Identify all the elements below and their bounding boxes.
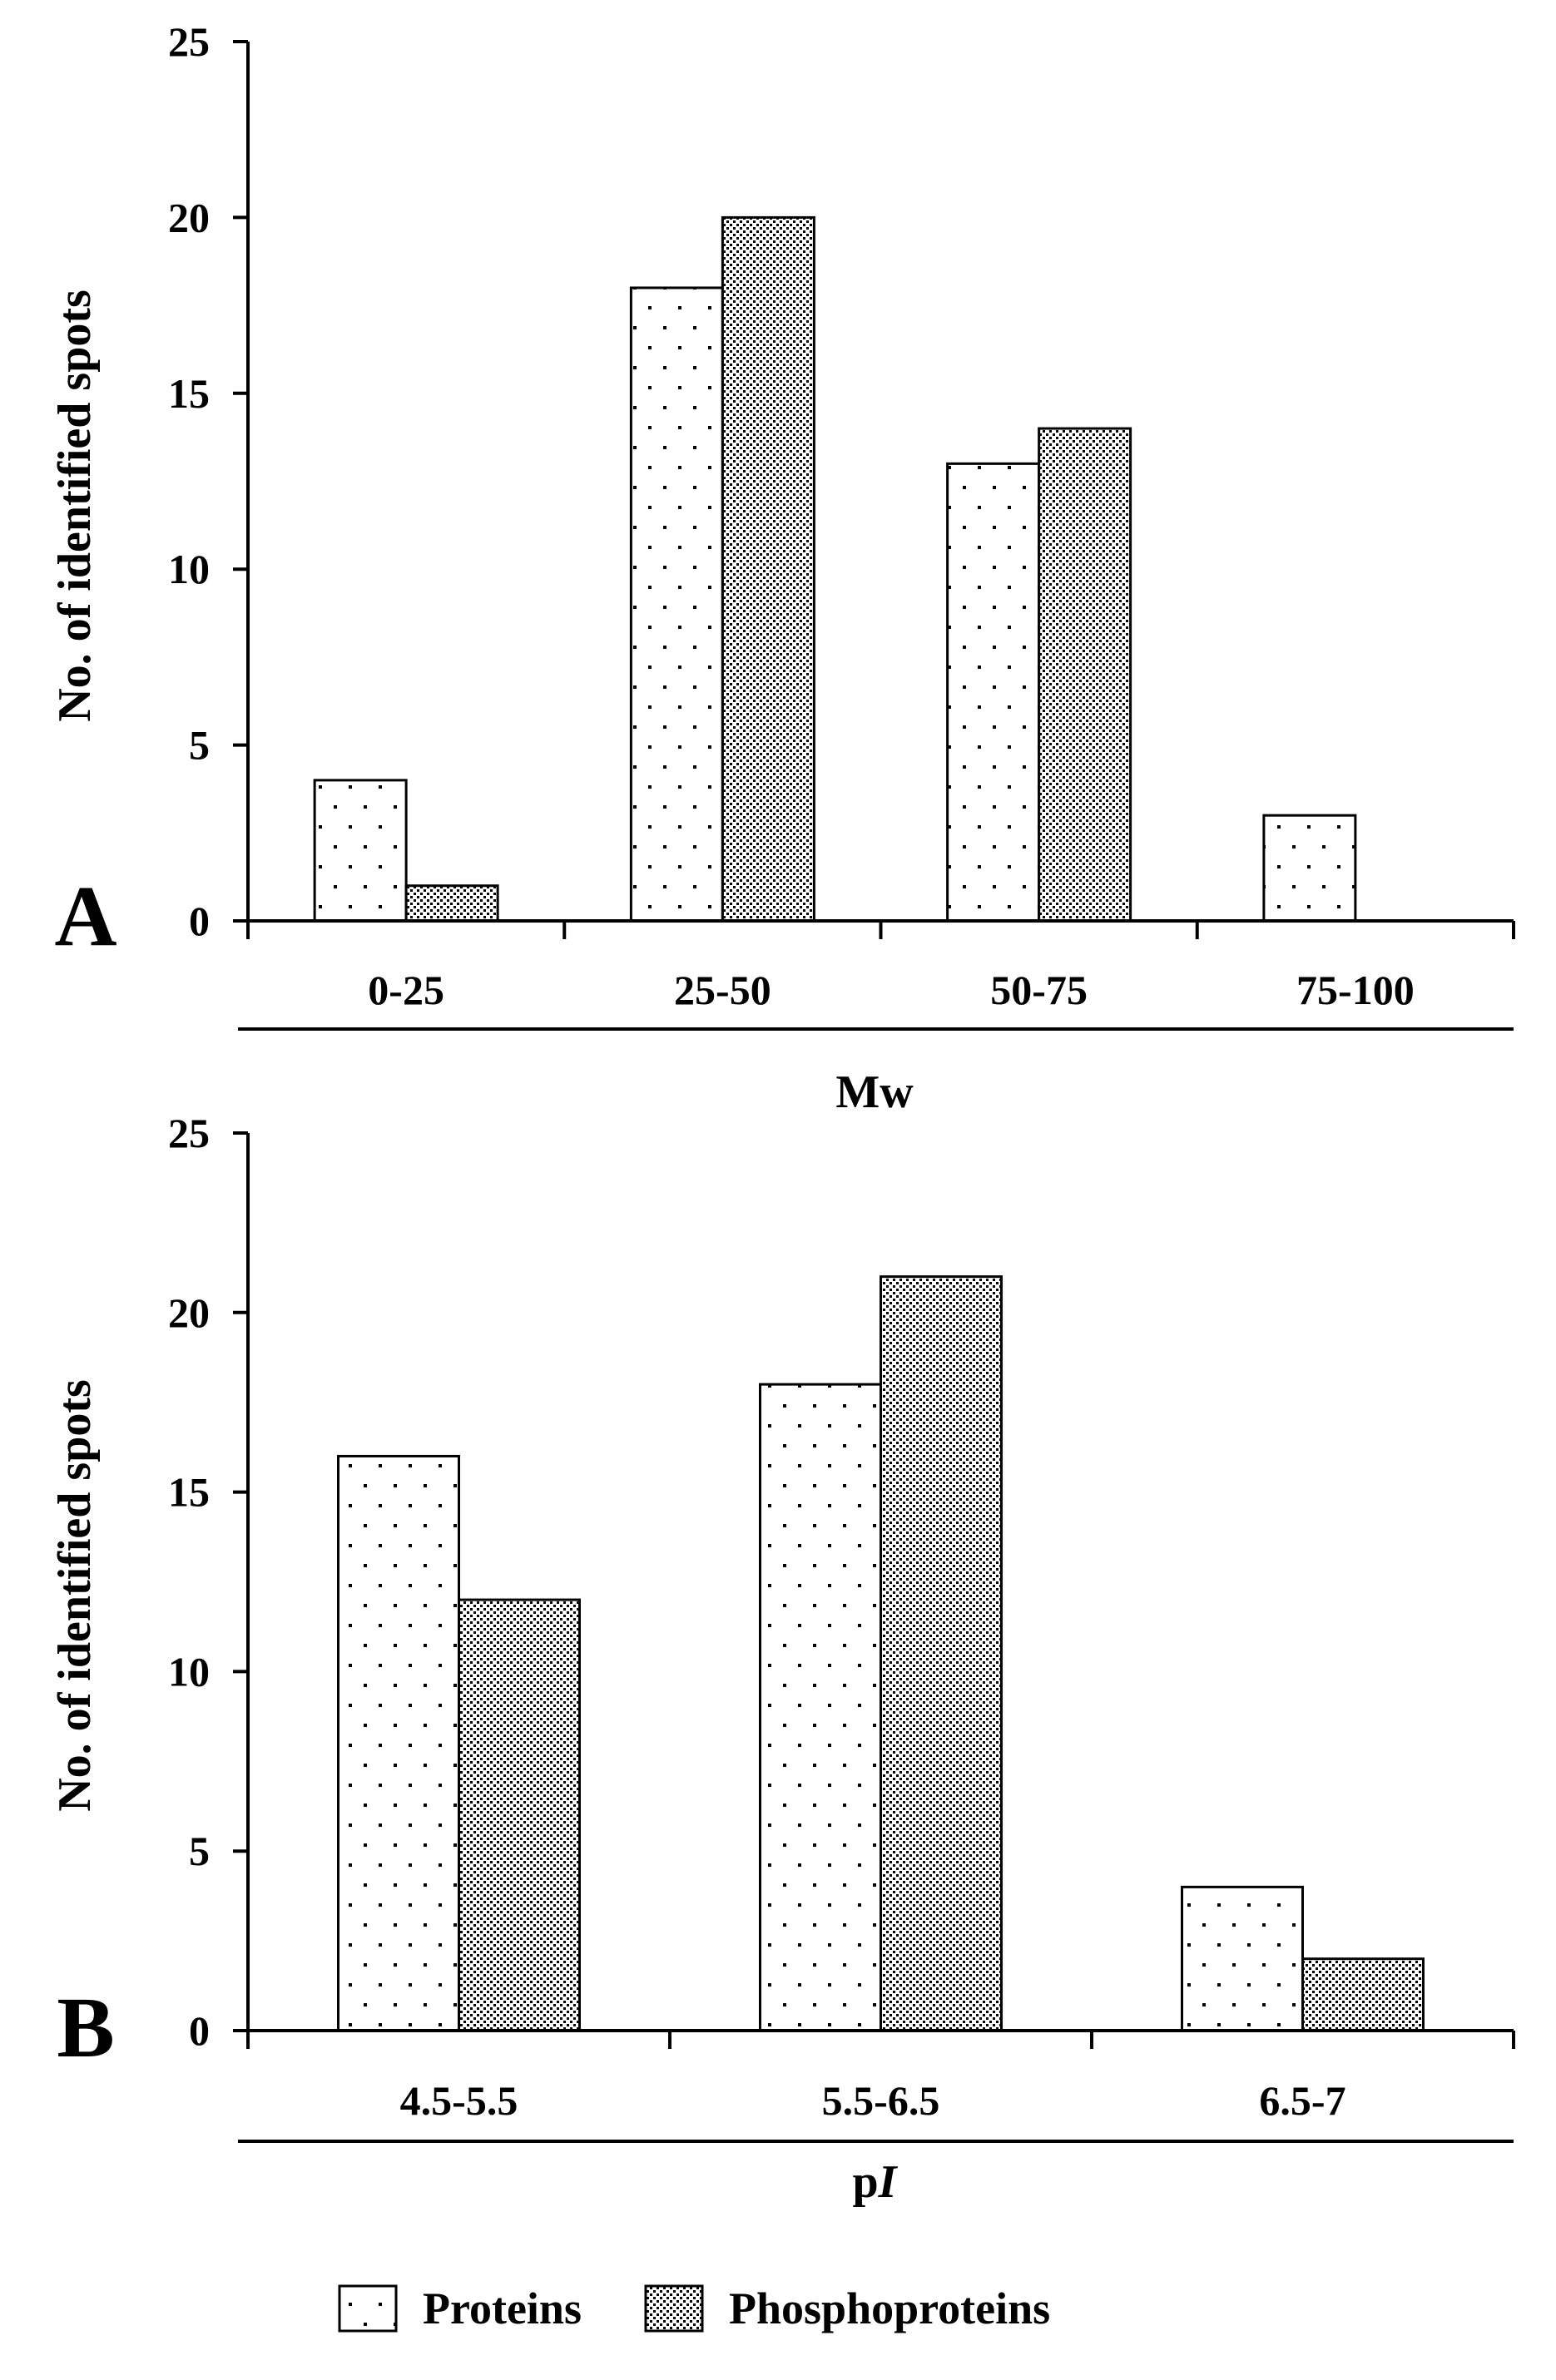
x-axis-title-part-i: I [878, 2156, 899, 2208]
y-tick-label: 0 [189, 898, 210, 944]
y-tick-label: 10 [168, 1648, 210, 1695]
x-tick-label: 4.5-5.5 [400, 2077, 518, 2124]
bar-A-phosphoproteins-25-50 [721, 215, 815, 923]
legend-label-proteins: Proteins [423, 2284, 582, 2333]
x-tick-label: 0-25 [368, 967, 444, 1013]
legend-label-phosphoproteins: Phosphoproteins [729, 2284, 1050, 2333]
x-tick-label: 75-100 [1296, 967, 1415, 1013]
x-tick-labels-panel-b: 4.5-5.5 5.5-6.5 6.5-7 [400, 2077, 1346, 2124]
y-tick-label: 0 [189, 2007, 210, 2054]
bar-B-phosphoproteins-4.5-5.5 [458, 1598, 581, 2032]
axes-panel-b [233, 1131, 1515, 2143]
x-tick-label: 50-75 [990, 967, 1088, 1013]
x-tick-label: 25-50 [674, 967, 771, 1013]
y-tick-label: 25 [168, 1110, 210, 1156]
bar-A-phosphoproteins-0-25 [404, 884, 499, 923]
y-tick-label: 10 [168, 546, 210, 592]
y-tick-label: 20 [168, 194, 210, 240]
bar-A-phosphoproteins-50-75 [1038, 427, 1132, 923]
legend: Proteins Phosphoproteins [338, 2284, 1050, 2333]
bar-B-proteins-4.5-5.5 [337, 1454, 460, 2032]
y-tick-label: 25 [168, 18, 210, 65]
chart-panel-a: 0 5 10 15 20 25 0-25 25-50 50-75 75-100 No. of i… [49, 18, 1515, 1118]
bars-panel-b [337, 1275, 1425, 2032]
y-tick-label: 15 [168, 1469, 210, 1516]
axes-panel-a [233, 40, 1515, 1031]
bar-A-proteins-25-50 [629, 286, 724, 923]
legend-swatch-phosphoproteins [644, 2284, 704, 2333]
x-tick-label: 5.5-6.5 [822, 2077, 940, 2124]
y-tick-label: 15 [168, 370, 210, 417]
bar-B-proteins-6.5-7 [1181, 1885, 1304, 2032]
y-axis-title-panel-a: No. of identified spots [49, 289, 101, 722]
bar-B-phosphoproteins-6.5-7 [1301, 1957, 1425, 2032]
bar-A-proteins-0-25 [313, 779, 408, 923]
bar-B-proteins-5.5-6.5 [759, 1383, 882, 2032]
x-tick-label: 6.5-7 [1259, 2077, 1345, 2124]
y-tick-label: 20 [168, 1289, 210, 1336]
bar-B-phosphoproteins-5.5-6.5 [880, 1275, 1003, 2032]
x-tick-labels-panel-a: 0-25 25-50 50-75 75-100 [368, 967, 1414, 1013]
y-tick-labels-panel-b: 0 5 10 15 20 25 [168, 1110, 210, 2054]
x-axis-title-part-p: p [853, 2156, 879, 2208]
panel-letter-a: A [54, 868, 116, 964]
legend-swatch-proteins [338, 2284, 398, 2333]
bars-panel-a [313, 215, 1357, 923]
x-axis-title-panel-b: pI [853, 2156, 899, 2208]
x-axis-title-panel-a: Mw [835, 1066, 914, 1118]
bar-A-proteins-75-100 [1262, 814, 1357, 923]
y-tick-label: 5 [189, 722, 210, 769]
y-tick-labels-panel-a: 0 5 10 15 20 25 [168, 18, 210, 944]
bar-A-proteins-50-75 [946, 462, 1041, 923]
chart-panel-b: 0 5 10 15 20 25 4.5-5.5 5.5-6.5 6.5-7 No. of id… [49, 1110, 1515, 2208]
y-axis-title-panel-b: No. of identified spots [49, 1379, 101, 1812]
panel-letter-b: B [57, 1980, 114, 2076]
y-tick-label: 5 [189, 1828, 210, 1874]
